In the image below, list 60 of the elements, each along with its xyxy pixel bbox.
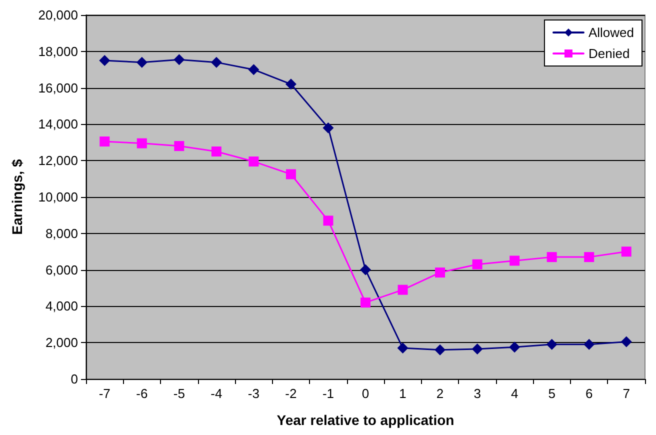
point: [323, 216, 334, 226]
point: [546, 252, 557, 262]
point: [621, 246, 632, 257]
point: [584, 252, 594, 262]
y-tick-label: 18,000: [38, 44, 78, 59]
x-tick-label: 5: [548, 386, 556, 401]
point: [286, 169, 296, 180]
y-tick-label: 20,000: [38, 8, 78, 22]
x-tick-label: 2: [436, 386, 444, 401]
point: [322, 122, 334, 134]
y-tick-label: 6,000: [45, 262, 78, 278]
point: [398, 284, 408, 295]
point: [472, 259, 482, 270]
x-tick-label: 3: [474, 386, 481, 401]
point: [136, 56, 148, 68]
x-tick-label: -5: [173, 386, 185, 401]
point: [174, 54, 185, 66]
y-tick-label: 16,000: [38, 80, 78, 96]
point: [360, 298, 370, 308]
point: [434, 344, 446, 356]
point: [174, 141, 184, 152]
point: [620, 336, 632, 348]
legend-label: Allowed: [588, 25, 634, 40]
point: [546, 338, 558, 350]
y-axis-title: Earnings, $: [9, 159, 25, 235]
y-tick-label: 14,000: [38, 116, 78, 132]
x-tick-label: -2: [285, 386, 297, 401]
x-tick-label: 0: [362, 386, 370, 401]
y-tick-label: 12,000: [38, 153, 78, 168]
y-tick-label: 4,000: [45, 298, 78, 314]
point: [285, 78, 296, 90]
point: [211, 146, 222, 156]
x-tick-label: 4: [510, 386, 518, 401]
x-tick-label: -3: [248, 386, 260, 401]
legend-label: Denied: [588, 46, 630, 61]
point: [136, 138, 147, 148]
y-tick-label: 8,000: [45, 226, 78, 241]
point: [435, 268, 446, 278]
point: [509, 342, 520, 353]
point: [248, 64, 260, 76]
point: [99, 55, 110, 66]
x-tick-label: -1: [322, 386, 334, 401]
y-tick-label: 2,000: [45, 335, 78, 350]
x-tick-label: -6: [136, 386, 148, 401]
x-tick-label: -7: [98, 386, 110, 401]
point: [100, 136, 110, 146]
point: [210, 56, 222, 68]
x-axis-title: Year relative to application: [276, 412, 454, 428]
x-tick-label: -4: [210, 386, 222, 401]
y-tick-label: 10,000: [38, 190, 78, 204]
point: [397, 342, 408, 354]
point: [472, 343, 483, 354]
y-tick-label: 0: [70, 372, 78, 386]
point: [248, 156, 259, 167]
point: [510, 256, 520, 266]
x-tick-label: 6: [585, 386, 593, 401]
point: [584, 338, 595, 350]
x-tick-label: 1: [399, 386, 406, 401]
x-tick-label: 7: [622, 386, 630, 401]
point: [360, 264, 371, 276]
